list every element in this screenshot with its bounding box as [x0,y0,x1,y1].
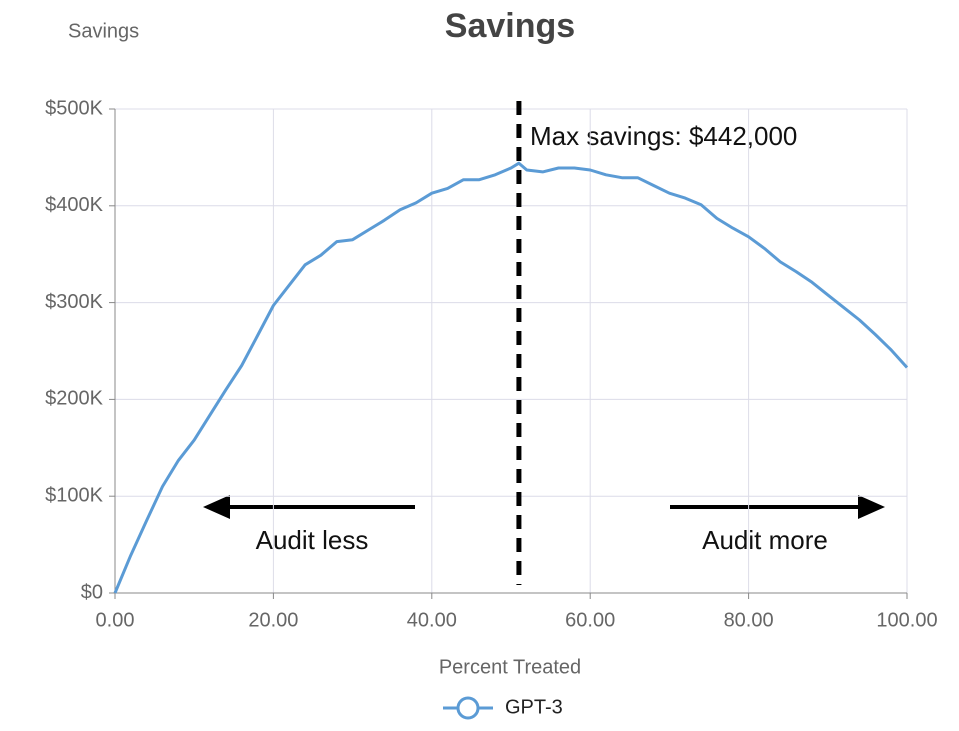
x-tick-label: 60.00 [565,609,615,631]
chart-title: Savings [445,7,575,45]
legend-label: GPT-3 [505,696,563,718]
x-tick-label: 20.00 [248,609,298,631]
x-tick-label: 80.00 [724,609,774,631]
y-tick-label: $500K [45,97,103,119]
annotation: Audit less [256,525,369,555]
y-tick-label: $400K [45,194,103,216]
x-tick-label: 0.00 [96,609,135,631]
arrow-head [858,495,885,519]
y-tick-label: $100K [45,484,103,506]
annotation: Max savings: $442,000 [530,121,797,151]
arrow-head [203,495,230,519]
annotation: Audit more [702,525,828,555]
legend-marker [456,696,480,720]
y-tick-label: $200K [45,388,103,410]
y-tick-label: $300K [45,291,103,313]
x-tick-label: 40.00 [407,609,457,631]
x-axis-label: Percent Treated [439,656,581,678]
series-line [113,161,909,594]
x-tick-label: 100.00 [876,609,937,631]
chart-subtitle: Savings [68,20,139,42]
y-tick-label: $0 [81,581,103,603]
